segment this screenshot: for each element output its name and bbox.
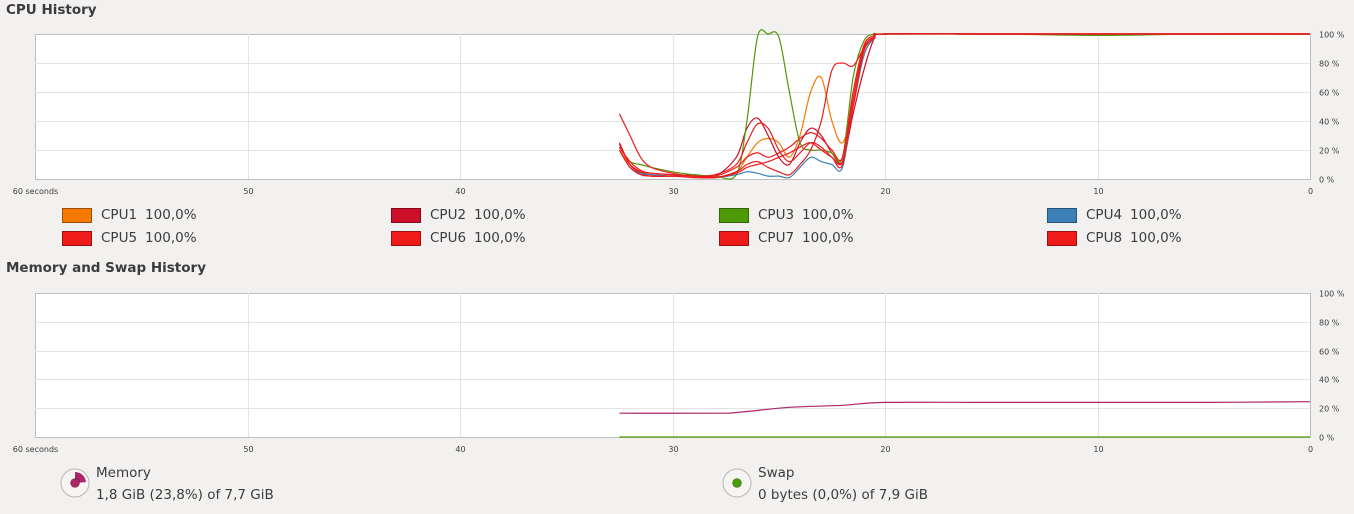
mem-x-tick-label: 10 — [1093, 445, 1103, 454]
cpu-legend-item-cpu1: CPU1 100,0% — [62, 205, 197, 225]
mem-y-tick-label: 60 % — [1319, 348, 1340, 357]
cpu-usage-value: 100,0% — [145, 230, 197, 246]
cpu-name-label: CPU5 — [101, 230, 138, 246]
cpu-name-label: CPU3 — [758, 207, 795, 223]
cpu-color-swatch-button[interactable] — [391, 230, 421, 246]
cpu-name-label: CPU4 — [1086, 207, 1123, 223]
mem-y-tick-label: 40 % — [1319, 376, 1340, 385]
cpu-y-tick-label: 20 % — [1319, 147, 1340, 156]
mem-x-tick-label: 60 seconds — [13, 445, 58, 454]
cpu-y-tick-label: 100 % — [1319, 31, 1345, 40]
cpu-color-swatch-button[interactable] — [1047, 230, 1077, 246]
cpu-color-swatch-button[interactable] — [719, 230, 749, 246]
swap-pie-center — [732, 478, 742, 488]
cpu-color-swatch-button[interactable] — [1047, 207, 1077, 223]
cpu-y-tick-label: 80 % — [1319, 60, 1340, 69]
cpu-name-label: CPU8 — [1086, 230, 1123, 246]
mem-x-tick-label: 20 — [880, 445, 890, 454]
cpu-usage-value: 100,0% — [474, 207, 526, 223]
cpu-x-tick-label: 10 — [1093, 187, 1103, 196]
memory-pie-center — [70, 478, 80, 488]
mem-x-tick-label: 30 — [668, 445, 678, 454]
cpu-color-swatch-button[interactable] — [62, 207, 92, 223]
mem-x-tick-label: 0 — [1308, 445, 1313, 454]
cpu-legend-item-cpu7: CPU7 100,0% — [719, 228, 854, 248]
cpu-legend-item-cpu3: CPU3 100,0% — [719, 205, 854, 225]
swap-label: Swap — [758, 465, 795, 481]
cpu-usage-value: 100,0% — [474, 230, 526, 246]
memory-swap-history-graph: 100 % 80 % 60 % 40 % 20 % 0 % 60 seconds 50 40 30… — [13, 290, 1345, 455]
mem-x-tick-label: 40 — [455, 445, 465, 454]
memory-legend: Memory 1,8 GiB (23,8%) of 7,7 GiB — [60, 462, 274, 506]
cpu-x-tick-label: 60 seconds — [13, 187, 58, 196]
swap-detail: 0 bytes (0,0%) of 7,9 GiB — [758, 487, 929, 503]
memory-label: Memory — [96, 465, 151, 481]
swap-legend: Swap 0 bytes (0,0%) of 7,9 GiB — [722, 462, 928, 506]
cpu-history-title: CPU History — [6, 2, 97, 18]
memory-swap-history-title: Memory and Swap History — [6, 260, 206, 276]
cpu-usage-value: 100,0% — [1130, 230, 1182, 246]
cpu-x-tick-label: 0 — [1308, 187, 1313, 196]
cpu-color-swatch-button[interactable] — [391, 207, 421, 223]
cpu-x-tick-label: 40 — [455, 187, 465, 196]
mem-x-tick-label: 50 — [243, 445, 253, 454]
mem-y-tick-label: 100 % — [1319, 290, 1345, 299]
cpu-usage-value: 100,0% — [145, 207, 197, 223]
cpu-y-tick-label: 40 % — [1319, 118, 1340, 127]
cpu-name-label: CPU1 — [101, 207, 138, 223]
cpu-x-tick-label: 30 — [668, 187, 678, 196]
memory-pie-icon[interactable] — [60, 468, 90, 498]
cpu-legend-item-cpu6: CPU6 100,0% — [391, 228, 526, 248]
cpu-usage-value: 100,0% — [802, 207, 854, 223]
cpu-color-swatch-button[interactable] — [62, 230, 92, 246]
cpu-series-line-cpu8 — [618, 33, 1310, 179]
cpu-usage-value: 100,0% — [1130, 207, 1182, 223]
cpu-name-label: CPU7 — [758, 230, 795, 246]
cpu-name-label: CPU6 — [430, 230, 467, 246]
cpu-legend-item-cpu4: CPU4 100,0% — [1047, 205, 1182, 225]
cpu-legend-item-cpu8: CPU8 100,0% — [1047, 228, 1182, 248]
cpu-legend-item-cpu5: CPU5 100,0% — [62, 228, 197, 248]
cpu-color-swatch-button[interactable] — [719, 207, 749, 223]
cpu-y-tick-label: 60 % — [1319, 89, 1340, 98]
cpu-history-graph: 100 % 80 % 60 % 40 % 20 % 0 % 60 seconds 50 40 30… — [13, 29, 1345, 196]
cpu-x-tick-label: 50 — [243, 187, 253, 196]
cpu-x-tick-label: 20 — [880, 187, 890, 196]
cpu-legend-item-cpu2: CPU2 100,0% — [391, 205, 526, 225]
mem-y-tick-label: 80 % — [1319, 319, 1340, 328]
cpu-y-tick-label: 0 % — [1319, 176, 1335, 185]
cpu-name-label: CPU2 — [430, 207, 467, 223]
mem-y-tick-label: 0 % — [1319, 434, 1335, 443]
mem-series-line-memory — [619, 401, 1311, 414]
cpu-usage-value: 100,0% — [802, 230, 854, 246]
mem-y-tick-label: 20 % — [1319, 405, 1340, 414]
memory-detail: 1,8 GiB (23,8%) of 7,7 GiB — [96, 487, 274, 503]
swap-pie-icon[interactable] — [722, 468, 752, 498]
